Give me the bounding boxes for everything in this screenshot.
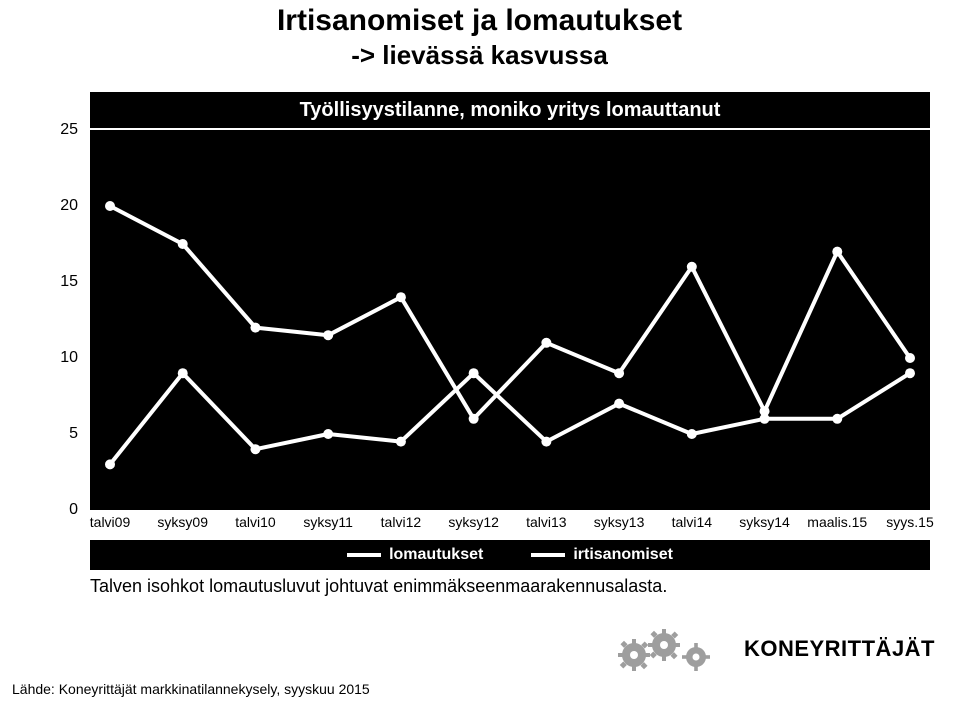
x-tick: talvi12 (381, 514, 421, 530)
y-tick: 20 (60, 197, 78, 215)
data-marker (323, 330, 333, 340)
data-marker (614, 368, 624, 378)
data-marker (614, 399, 624, 409)
data-marker (832, 247, 842, 257)
x-tick: talvi10 (235, 514, 275, 530)
y-tick: 0 (69, 501, 78, 519)
x-tick: talvi14 (672, 514, 712, 530)
x-tick: syksy12 (448, 514, 499, 530)
legend-label: lomautukset (389, 546, 483, 564)
x-tick: syksy14 (739, 514, 790, 530)
series-line (110, 206, 910, 419)
title-main: Irtisanomiset ja lomautukset (0, 4, 959, 38)
legend-item-irtisanomiset: irtisanomiset (531, 546, 673, 564)
data-marker (832, 414, 842, 424)
data-marker (250, 323, 260, 333)
data-marker (396, 292, 406, 302)
x-tick: syksy09 (157, 514, 208, 530)
plot-area (90, 130, 930, 510)
x-tick: talvi09 (90, 514, 130, 530)
data-marker (469, 414, 479, 424)
data-marker (687, 262, 697, 272)
data-marker (541, 437, 551, 447)
data-marker (178, 239, 188, 249)
data-marker (541, 338, 551, 348)
legend-swatch (347, 553, 381, 557)
data-marker (469, 368, 479, 378)
x-tick: maalis.15 (807, 514, 867, 530)
y-axis: 0510152025 (30, 92, 86, 512)
x-tick: syys.15 (886, 514, 933, 530)
chart-title: Työllisyystilanne, moniko yritys lomautt… (90, 92, 930, 128)
data-marker (905, 353, 915, 363)
legend: lomautukset irtisanomiset (90, 540, 930, 570)
logo-text: KONEYRITTÄJÄT (744, 636, 935, 662)
gears-icon (616, 627, 736, 671)
source-text: Lähde: Koneyrittäjät markkinatilannekyse… (12, 681, 370, 697)
data-marker (323, 429, 333, 439)
legend-item-lomautukset: lomautukset (347, 546, 483, 564)
chart-container: Työllisyystilanne, moniko yritys lomautt… (30, 92, 930, 572)
x-axis: talvi09 syksy09 talvi10 syksy11 talvi12 syksy… (90, 512, 930, 536)
x-tick: syksy11 (303, 514, 353, 530)
caption-text: Talven isohkot lomautusluvut johtuvat en… (90, 576, 667, 597)
data-marker (178, 368, 188, 378)
legend-label: irtisanomiset (573, 546, 673, 564)
data-marker (105, 201, 115, 211)
series-line (110, 373, 910, 464)
data-marker (105, 459, 115, 469)
y-tick: 25 (60, 121, 78, 139)
y-tick: 15 (60, 273, 78, 291)
y-tick: 5 (69, 425, 78, 443)
legend-swatch (531, 553, 565, 557)
logo: KONEYRITTÄJÄT (616, 627, 935, 671)
data-marker (687, 429, 697, 439)
data-marker (396, 437, 406, 447)
data-marker (760, 414, 770, 424)
data-marker (905, 368, 915, 378)
data-marker (250, 444, 260, 454)
x-tick: syksy13 (594, 514, 645, 530)
title-block: Irtisanomiset ja lomautukset -> lievässä… (0, 0, 959, 71)
x-tick: talvi13 (526, 514, 566, 530)
y-tick: 10 (60, 349, 78, 367)
title-sub: -> lievässä kasvussa (0, 40, 959, 71)
